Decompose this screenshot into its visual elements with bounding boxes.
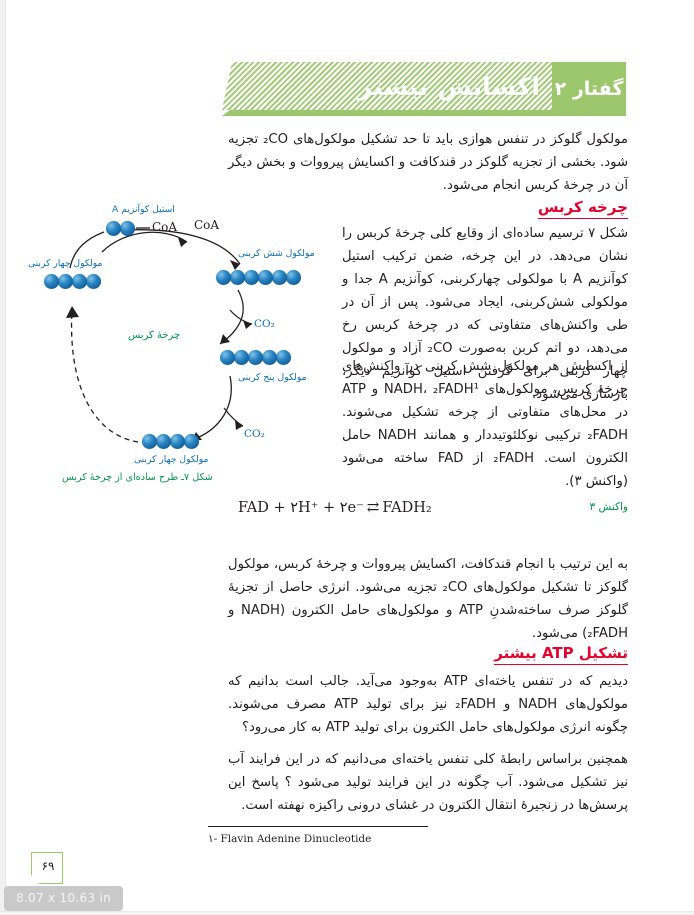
krebs-paragraph-2a: از اکسایش هر مولکول شش کربنی در واکنش‌ها…: [342, 359, 628, 420]
label-coa-bound: CoA: [152, 220, 178, 234]
summary-paragraph: به این ترتیب با انجام قندکافت، اکسایش پی…: [228, 557, 628, 641]
carbon-ball: [230, 270, 245, 285]
carbon-ball: [142, 434, 157, 449]
carbon-ball: [44, 274, 59, 289]
carbon-ball: [106, 221, 121, 236]
carbon-ball: [286, 270, 301, 285]
carbon-ball: [234, 350, 249, 365]
molecule-six-carbon: [216, 270, 301, 285]
footnote-divider: [208, 826, 428, 827]
label-coa-free: CoA: [194, 218, 220, 232]
carbon-ball: [272, 270, 287, 285]
label-cycle-center: چرخهٔ کربس: [128, 330, 181, 341]
label-acetyl-coa: استیل کوآنزیم A: [112, 204, 175, 215]
page-number-tag: ۶۹: [31, 852, 63, 884]
banner-hatch-pattern: [222, 62, 552, 110]
carbon-ball: [258, 270, 273, 285]
page-title: اکسایش بیشتر: [357, 71, 540, 101]
krebs-paragraph-2: از اکسایش هر مولکول شش کربنی در واکنش‌ها…: [342, 355, 628, 493]
label-six-carbon: مولکول شش کربنی: [238, 248, 315, 259]
carbon-ball: [216, 270, 231, 285]
molecule-five-carbon: [220, 350, 291, 365]
carbon-ball: [72, 274, 87, 289]
page-bottom-edge: [0, 911, 694, 915]
label-four-carbon-top: مولکول چهار کربنی: [28, 258, 103, 269]
carbon-ball: [276, 350, 291, 365]
figure-caption: شکل ۷ـ طرح ساده‌ای از چرخهٔ کربس: [62, 472, 213, 483]
molecule-acetyl-coa: [106, 221, 135, 236]
carbon-ball: [86, 274, 101, 289]
atp-paragraph-1: دیدیم که در تنفس یاخته‌ای ATP به‌وجود می…: [228, 674, 628, 735]
reaction-tag: واکنش ۳: [589, 501, 628, 513]
section-label-block: گفتار ۲: [552, 62, 626, 116]
section-banner: اکسایش بیشتر گفتار ۲: [222, 62, 626, 116]
banner-underline: [222, 110, 554, 116]
reaction-equation: FAD + ۲H⁺ + ۲e⁻ ⇄ FADH₂: [238, 498, 432, 516]
label-co2-first: CO₂: [254, 318, 275, 330]
carbon-ball: [184, 434, 199, 449]
carbon-ball: [58, 274, 73, 289]
reaction-products: FADH₂: [382, 500, 432, 516]
reversible-arrow-icon: ⇄: [366, 498, 380, 516]
carbon-ball: [170, 434, 185, 449]
section-heading-krebs: چرخه کربس: [537, 198, 628, 219]
krebs-paragraph-1: شکل ۷ ترسیم ساده‌ای از وقایع کلی چرخهٔ ک…: [342, 226, 629, 402]
carbon-ball: [244, 270, 259, 285]
molecule-four-carbon-bottom: [142, 434, 199, 449]
carbon-ball: [220, 350, 235, 365]
label-five-carbon: مولکول پنج کربنی: [238, 372, 307, 383]
page-number: ۶۹: [41, 859, 55, 873]
reaction-reactants: FAD + ۲H⁺ + ۲e⁻: [238, 500, 364, 516]
carbon-ball: [156, 434, 171, 449]
page-gutter: [0, 0, 6, 915]
section-heading-atp: تشکیل ATP بیشتر: [494, 644, 628, 665]
label-four-carbon-bottom: مولکول چهار کربنی: [134, 454, 209, 465]
carbon-ball: [262, 350, 277, 365]
section-label: گفتار ۲: [554, 78, 624, 100]
krebs-cycle-figure: استیل کوآنزیم A CoA CoA مولکول چهار کربن…: [24, 190, 324, 490]
footnote-text: ۱- Flavin Adenine Dinucleotide: [208, 833, 372, 845]
krebs-paragraph-2b: ₂FADH ترکیبی نوکلئوتیددار و همانند NADH …: [342, 428, 628, 489]
atp-paragraph-2: همچنین براساس رابطهٔ کلی تنفس یاخته‌ای م…: [228, 752, 628, 813]
label-co2-second: CO₂: [244, 428, 265, 440]
carbon-ball: [120, 221, 135, 236]
carbon-ball: [248, 350, 263, 365]
page-size-tooltip: 8.07 x 10.63 in: [4, 886, 124, 911]
molecule-four-carbon-top: [44, 274, 101, 289]
reaction-row: FAD + ۲H⁺ + ۲e⁻ ⇄ FADH₂ واکنش ۳: [228, 498, 628, 524]
lead-paragraph: مولکول گلوکز در تنفس هوازی باید تا حد تش…: [228, 132, 628, 193]
